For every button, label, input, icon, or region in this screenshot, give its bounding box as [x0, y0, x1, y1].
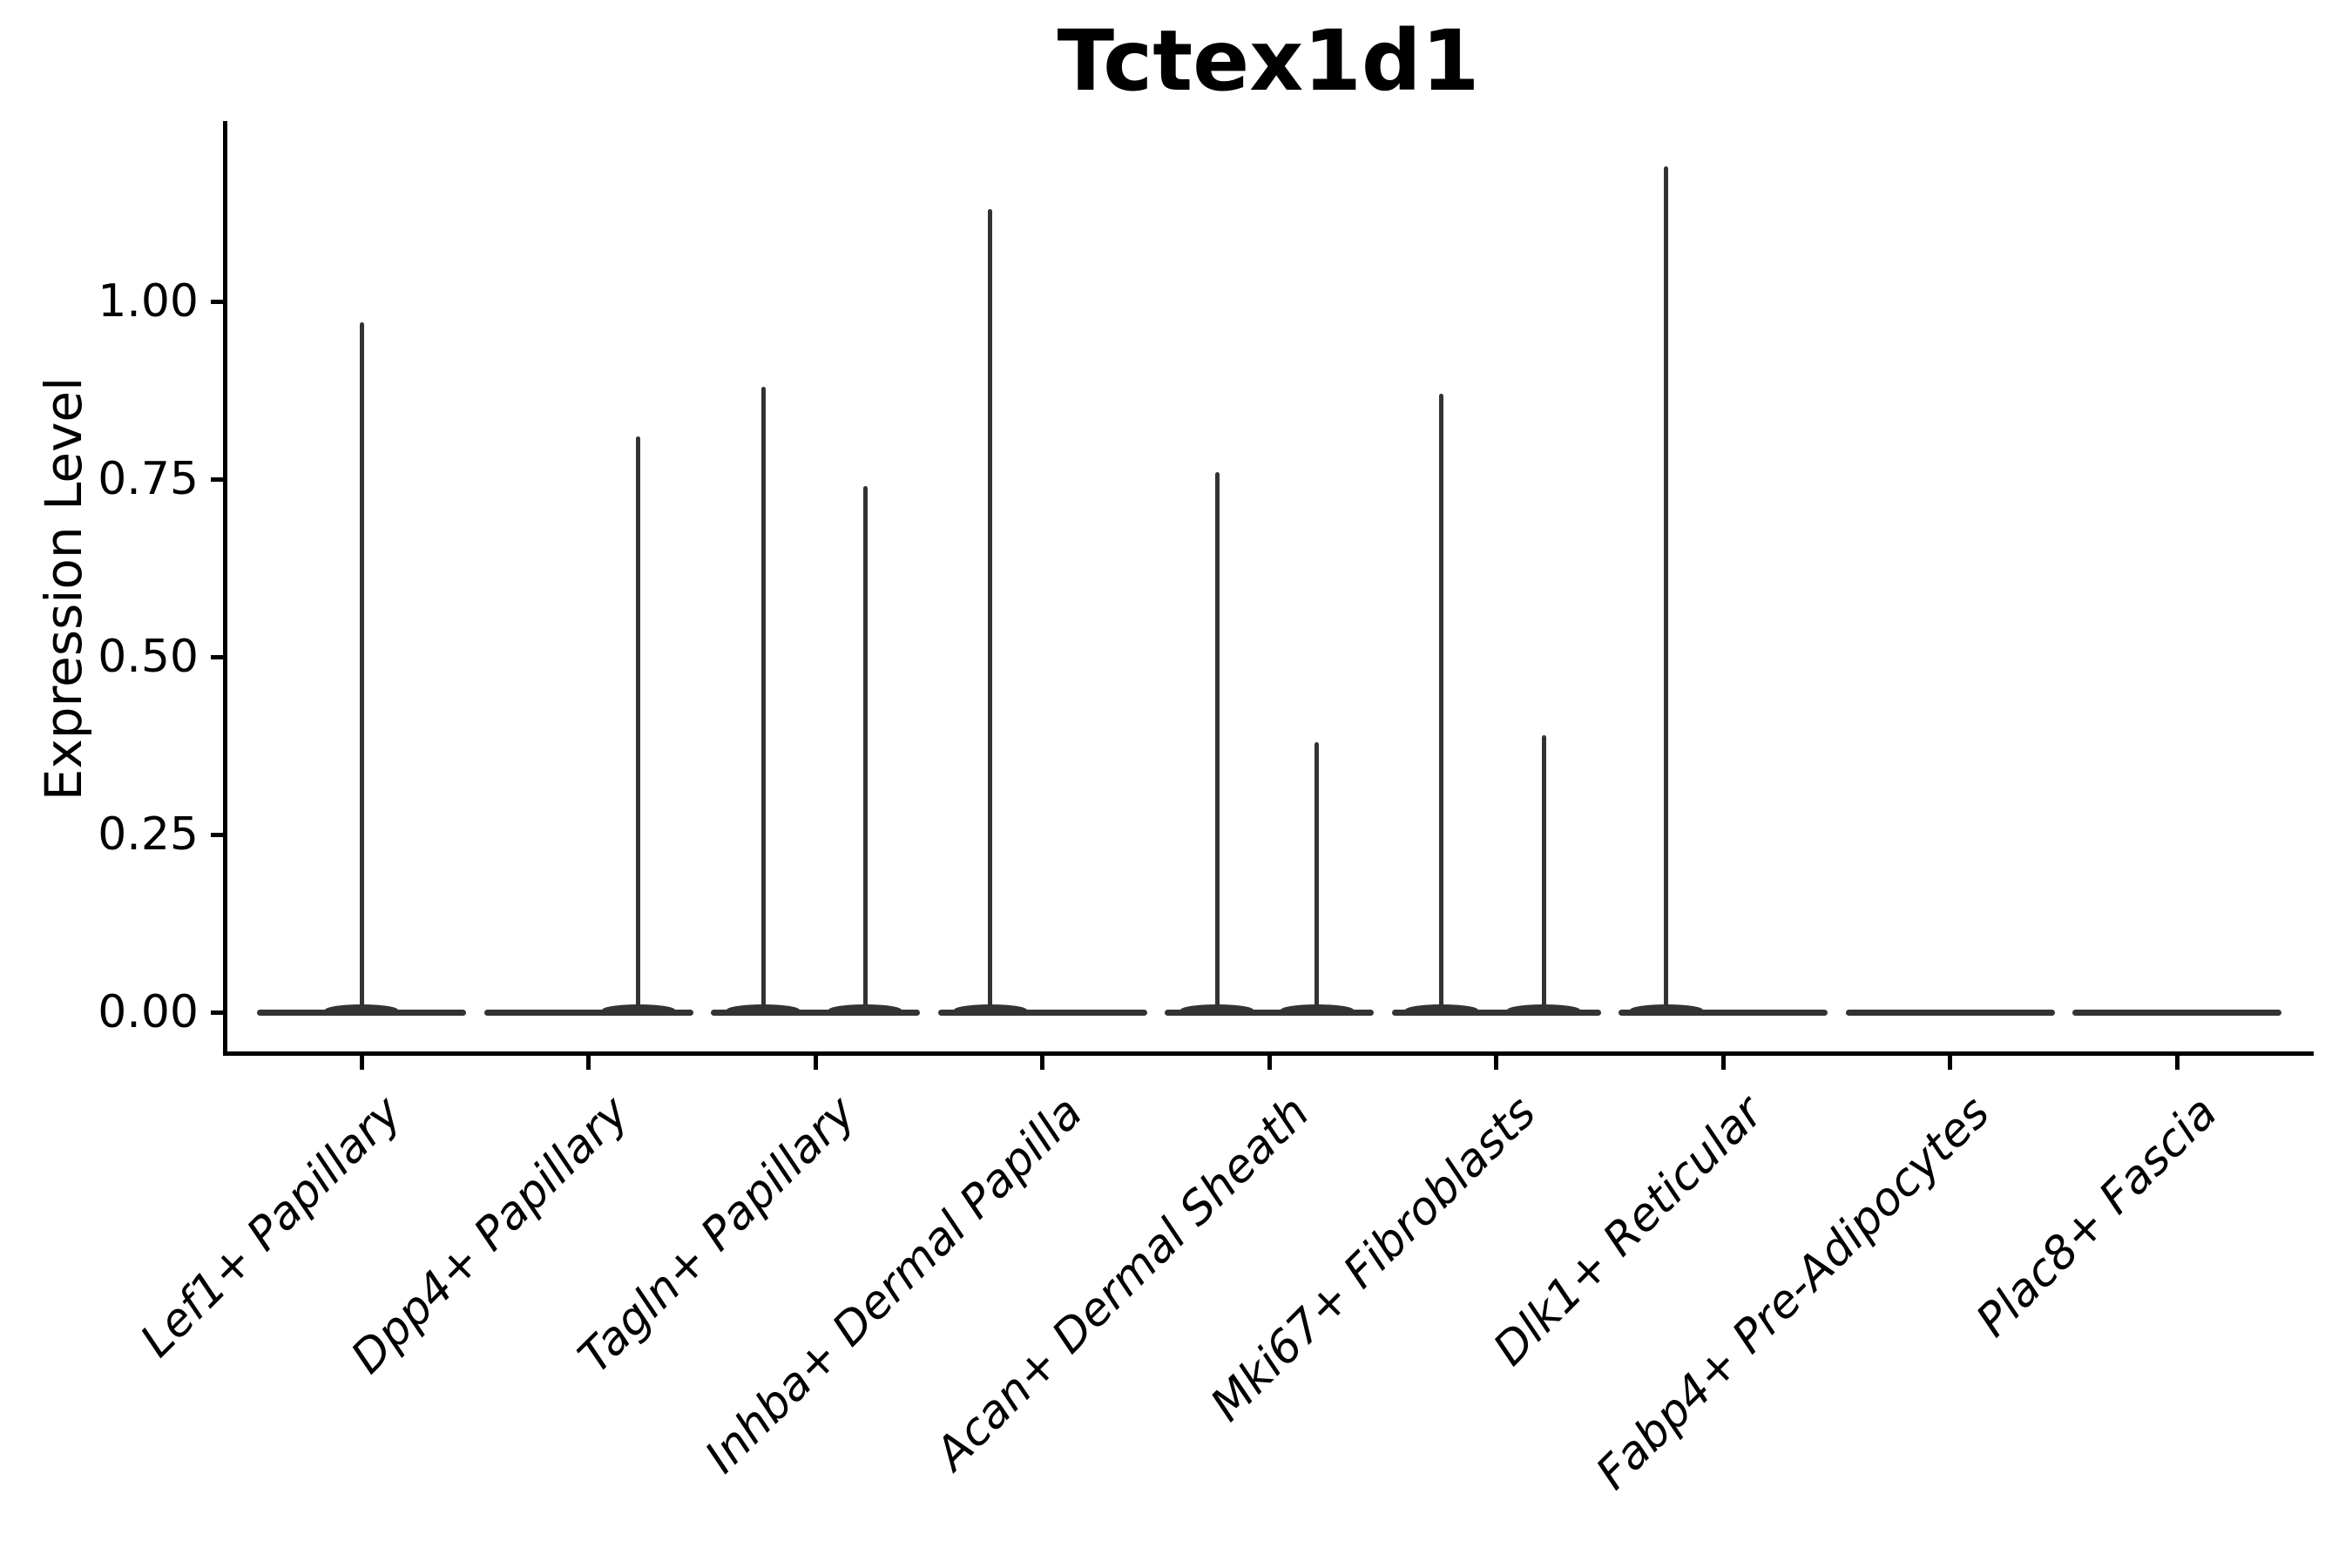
- violin-flat-base: [937, 1009, 1147, 1016]
- violin-flat-base: [1165, 1009, 1374, 1016]
- y-tick-label: 0.25: [98, 808, 199, 861]
- violin-spike: [1439, 394, 1444, 1012]
- violin-spike: [359, 322, 364, 1012]
- y-tick-label: 0.00: [98, 986, 199, 1038]
- violin-spike: [1214, 471, 1220, 1012]
- violin-flat-base: [1845, 1009, 2055, 1016]
- x-tick: [1720, 1056, 1726, 1070]
- violin-spike: [760, 386, 766, 1012]
- y-tick-label: 0.50: [98, 631, 199, 683]
- x-category-label: Plac8+ Fascia: [1966, 1086, 2227, 1348]
- y-tick: [211, 654, 225, 659]
- violin-spike: [988, 208, 993, 1012]
- x-tick: [1948, 1056, 1952, 1070]
- x-tick: [359, 1056, 364, 1070]
- y-tick-label: 1.00: [98, 275, 199, 328]
- x-tick: [813, 1056, 818, 1070]
- violin-spike: [1541, 734, 1546, 1012]
- x-tick: [1494, 1056, 1498, 1070]
- x-category-label: Fabp4+ Pre-Adipocytes: [1586, 1086, 2001, 1500]
- violin-flat-base: [2072, 1009, 2281, 1016]
- x-axis-spine: [223, 1051, 2314, 1056]
- x-tick: [2174, 1056, 2180, 1070]
- violin-spike: [862, 486, 868, 1012]
- x-category-label: Acan+ Dermal Sheath: [925, 1086, 1320, 1481]
- y-tick: [211, 832, 225, 837]
- x-tick: [586, 1056, 591, 1070]
- y-tick-label: 0.75: [98, 453, 199, 505]
- y-axis-spine: [223, 121, 227, 1056]
- violin-spike: [636, 436, 641, 1012]
- violin-flat-base: [483, 1009, 693, 1016]
- violin-flat-base: [1391, 1009, 1601, 1016]
- y-tick: [211, 299, 225, 304]
- violin-spike: [1315, 741, 1320, 1012]
- chart-title: Tctex1d1: [1057, 12, 1480, 110]
- x-tick: [1040, 1056, 1044, 1070]
- x-category-label: Inhba+ Dermal Papilla: [695, 1086, 1093, 1484]
- violin-spike: [1664, 166, 1669, 1012]
- y-tick: [211, 476, 225, 482]
- x-tick: [1267, 1056, 1272, 1070]
- violin-flat-base: [1619, 1009, 1828, 1016]
- y-tick: [211, 1010, 225, 1015]
- violin-flat-base: [711, 1009, 920, 1016]
